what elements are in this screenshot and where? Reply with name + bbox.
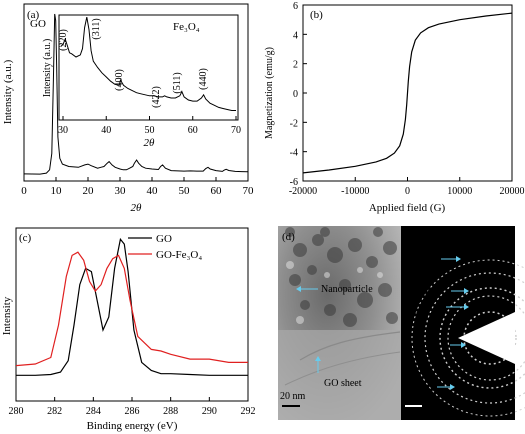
panel-b-y-tick-label: 6 [293,1,298,12]
panel-b-y-tick-label: -2 [290,118,298,129]
panel-a-x-tick-label: 0 [21,185,27,197]
panel-a-x-label: 2θ [131,202,143,214]
ring-label-400: (400) [419,287,441,298]
peak-label-422: (422) [151,86,162,108]
legend-go-label: GO [156,233,172,245]
panel-c-x-tick-label: 290 [202,406,217,417]
peak-label-400: (400) [114,69,125,91]
panel-c-legend: GO GO-Fe₃O₄ [128,233,202,261]
panel-a-label: (a) [27,9,40,21]
panel-b-magnetization-line [303,12,512,174]
panel-c: 280 282 284 286 288 290 292 (c) Intensity Bind… [1,227,256,432]
inset-x-label: 2θ [144,137,156,149]
panel-d: Nanoparticle GO sheet 20 nm (d) (440) [278,226,525,420]
ring-labels: (440) (400) (311) (220) (511) [405,255,469,394]
panel-d-label: (d) [282,231,295,243]
panel-c-go-fe3o4-line [16,251,248,367]
legend-go-fe3o4-label: GO-Fe₃O₄ [156,249,202,261]
ring-label-511: (511) [405,383,426,394]
panel-c-go-line [16,237,248,376]
ring-label-220: (220) [418,341,440,352]
inset-fe3o4-label: Fe₃O₄ [173,21,200,33]
panel-c-x-label: Binding energy (eV) [87,420,178,432]
panel-b-y-tick-label: 0 [293,89,298,100]
panel-b-x-tick-label: 10000 [447,186,472,197]
peak-label-511: (511) [172,72,183,93]
nanoparticle-label: Nanoparticle [321,284,373,295]
panel-a-frame [23,3,249,182]
panel-a-x-tick-label: 20 [83,185,95,197]
panel-a-x-tick-label: 10 [51,185,63,197]
ring-label-440: (440) [407,255,429,266]
saed-pattern: (440) (400) (311) (220) (511) 2 1/nm [401,226,525,420]
panel-b-x-label: Applied field (G) [369,202,446,214]
panel-b-y-tick-label: -4 [290,148,298,159]
panel-a-x-tick-label: 60 [211,185,223,197]
panel-b-y-tick-label: 4 [293,30,298,41]
panel-a-x-ticks: 0 10 20 30 40 50 60 70 [21,177,254,197]
panel-a-y-label: Intensity (a.u.) [2,59,14,124]
panel-a: 0 10 20 30 40 50 60 70 (a) GO Intensity (a.u.) … [2,3,254,214]
panel-b-x-tick-label: -20000 [289,186,317,197]
panel-b-label: (b) [310,9,323,21]
panel-b: -20000 -10000 0 10000 20000 -6 -4 -2 0 2 4 6 (b) Ma… [264,1,525,214]
panel-b-ticks: -20000 -10000 0 10000 20000 -6 -4 -2 0 2 4 6 [289,1,525,197]
panel-b-x-tick-label: 0 [405,186,410,197]
panel-c-x-tick-label: 280 [9,406,24,417]
panel-a-x-tick-label: 50 [179,185,191,197]
inset-x-ticks: 30 40 50 60 70 [58,116,241,136]
panel-c-y-label: Intensity [1,296,13,335]
inset-x-tick-label: 30 [58,125,68,136]
panel-a-go-line [24,13,248,175]
scale-bar-right-label: 2 1/nm [401,395,429,406]
panel-c-ticks: 280 282 284 286 288 290 292 [9,397,256,417]
panel-a-x-tick-label: 70 [243,185,255,197]
panel-b-y-tick-label: 2 [293,60,298,71]
panel-c-x-tick-label: 292 [241,406,256,417]
panel-b-y-tick-label: -6 [290,177,298,188]
peak-label-440: (440) [198,68,209,90]
ring-label-311: (311) [414,303,435,314]
peak-label-311: (311) [91,18,102,39]
inset-fe3o4-line [60,16,236,111]
scale-bar-left-label: 20 nm [280,391,306,402]
panel-c-x-tick-label: 282 [47,406,62,417]
inset-x-tick-label: 50 [145,125,155,136]
inset-x-tick-label: 70 [231,125,241,136]
panel-b-y-label: Magnetization (emu/g) [264,47,275,139]
panel-a-curve-label: GO [30,18,46,30]
panel-c-x-tick-label: 286 [125,406,140,417]
go-sheet-label: GO sheet [324,378,362,389]
inset-x-tick-label: 60 [188,125,198,136]
peak-label-220: (220) [58,29,69,51]
panel-c-x-tick-label: 284 [86,406,101,417]
panel-b-x-tick-label: -10000 [341,186,369,197]
inset-y-label: Intensity (a.u.) [42,39,53,98]
panel-a-x-tick-label: 30 [115,185,127,197]
panel-c-label: (c) [19,232,32,244]
panel-a-x-tick-label: 40 [147,185,159,197]
panel-a-inset: 30 40 50 60 70 Intensity (a.u.) 2θ Fe₃O₄ (22… [42,14,241,149]
tem-image: Nanoparticle GO sheet 20 nm (d) [278,226,401,420]
panel-c-x-tick-label: 288 [163,406,178,417]
inset-x-tick-label: 40 [101,125,111,136]
panel-b-x-tick-label: 20000 [500,186,525,197]
